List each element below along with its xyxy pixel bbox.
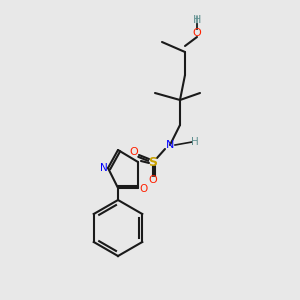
Text: S: S xyxy=(148,155,158,169)
Text: O: O xyxy=(140,184,148,194)
Text: N: N xyxy=(166,140,174,150)
Text: H: H xyxy=(193,15,201,25)
Text: N: N xyxy=(100,163,108,173)
Text: H: H xyxy=(191,137,199,147)
Text: O: O xyxy=(130,147,138,157)
Text: O: O xyxy=(148,175,158,185)
Text: O: O xyxy=(193,28,201,38)
